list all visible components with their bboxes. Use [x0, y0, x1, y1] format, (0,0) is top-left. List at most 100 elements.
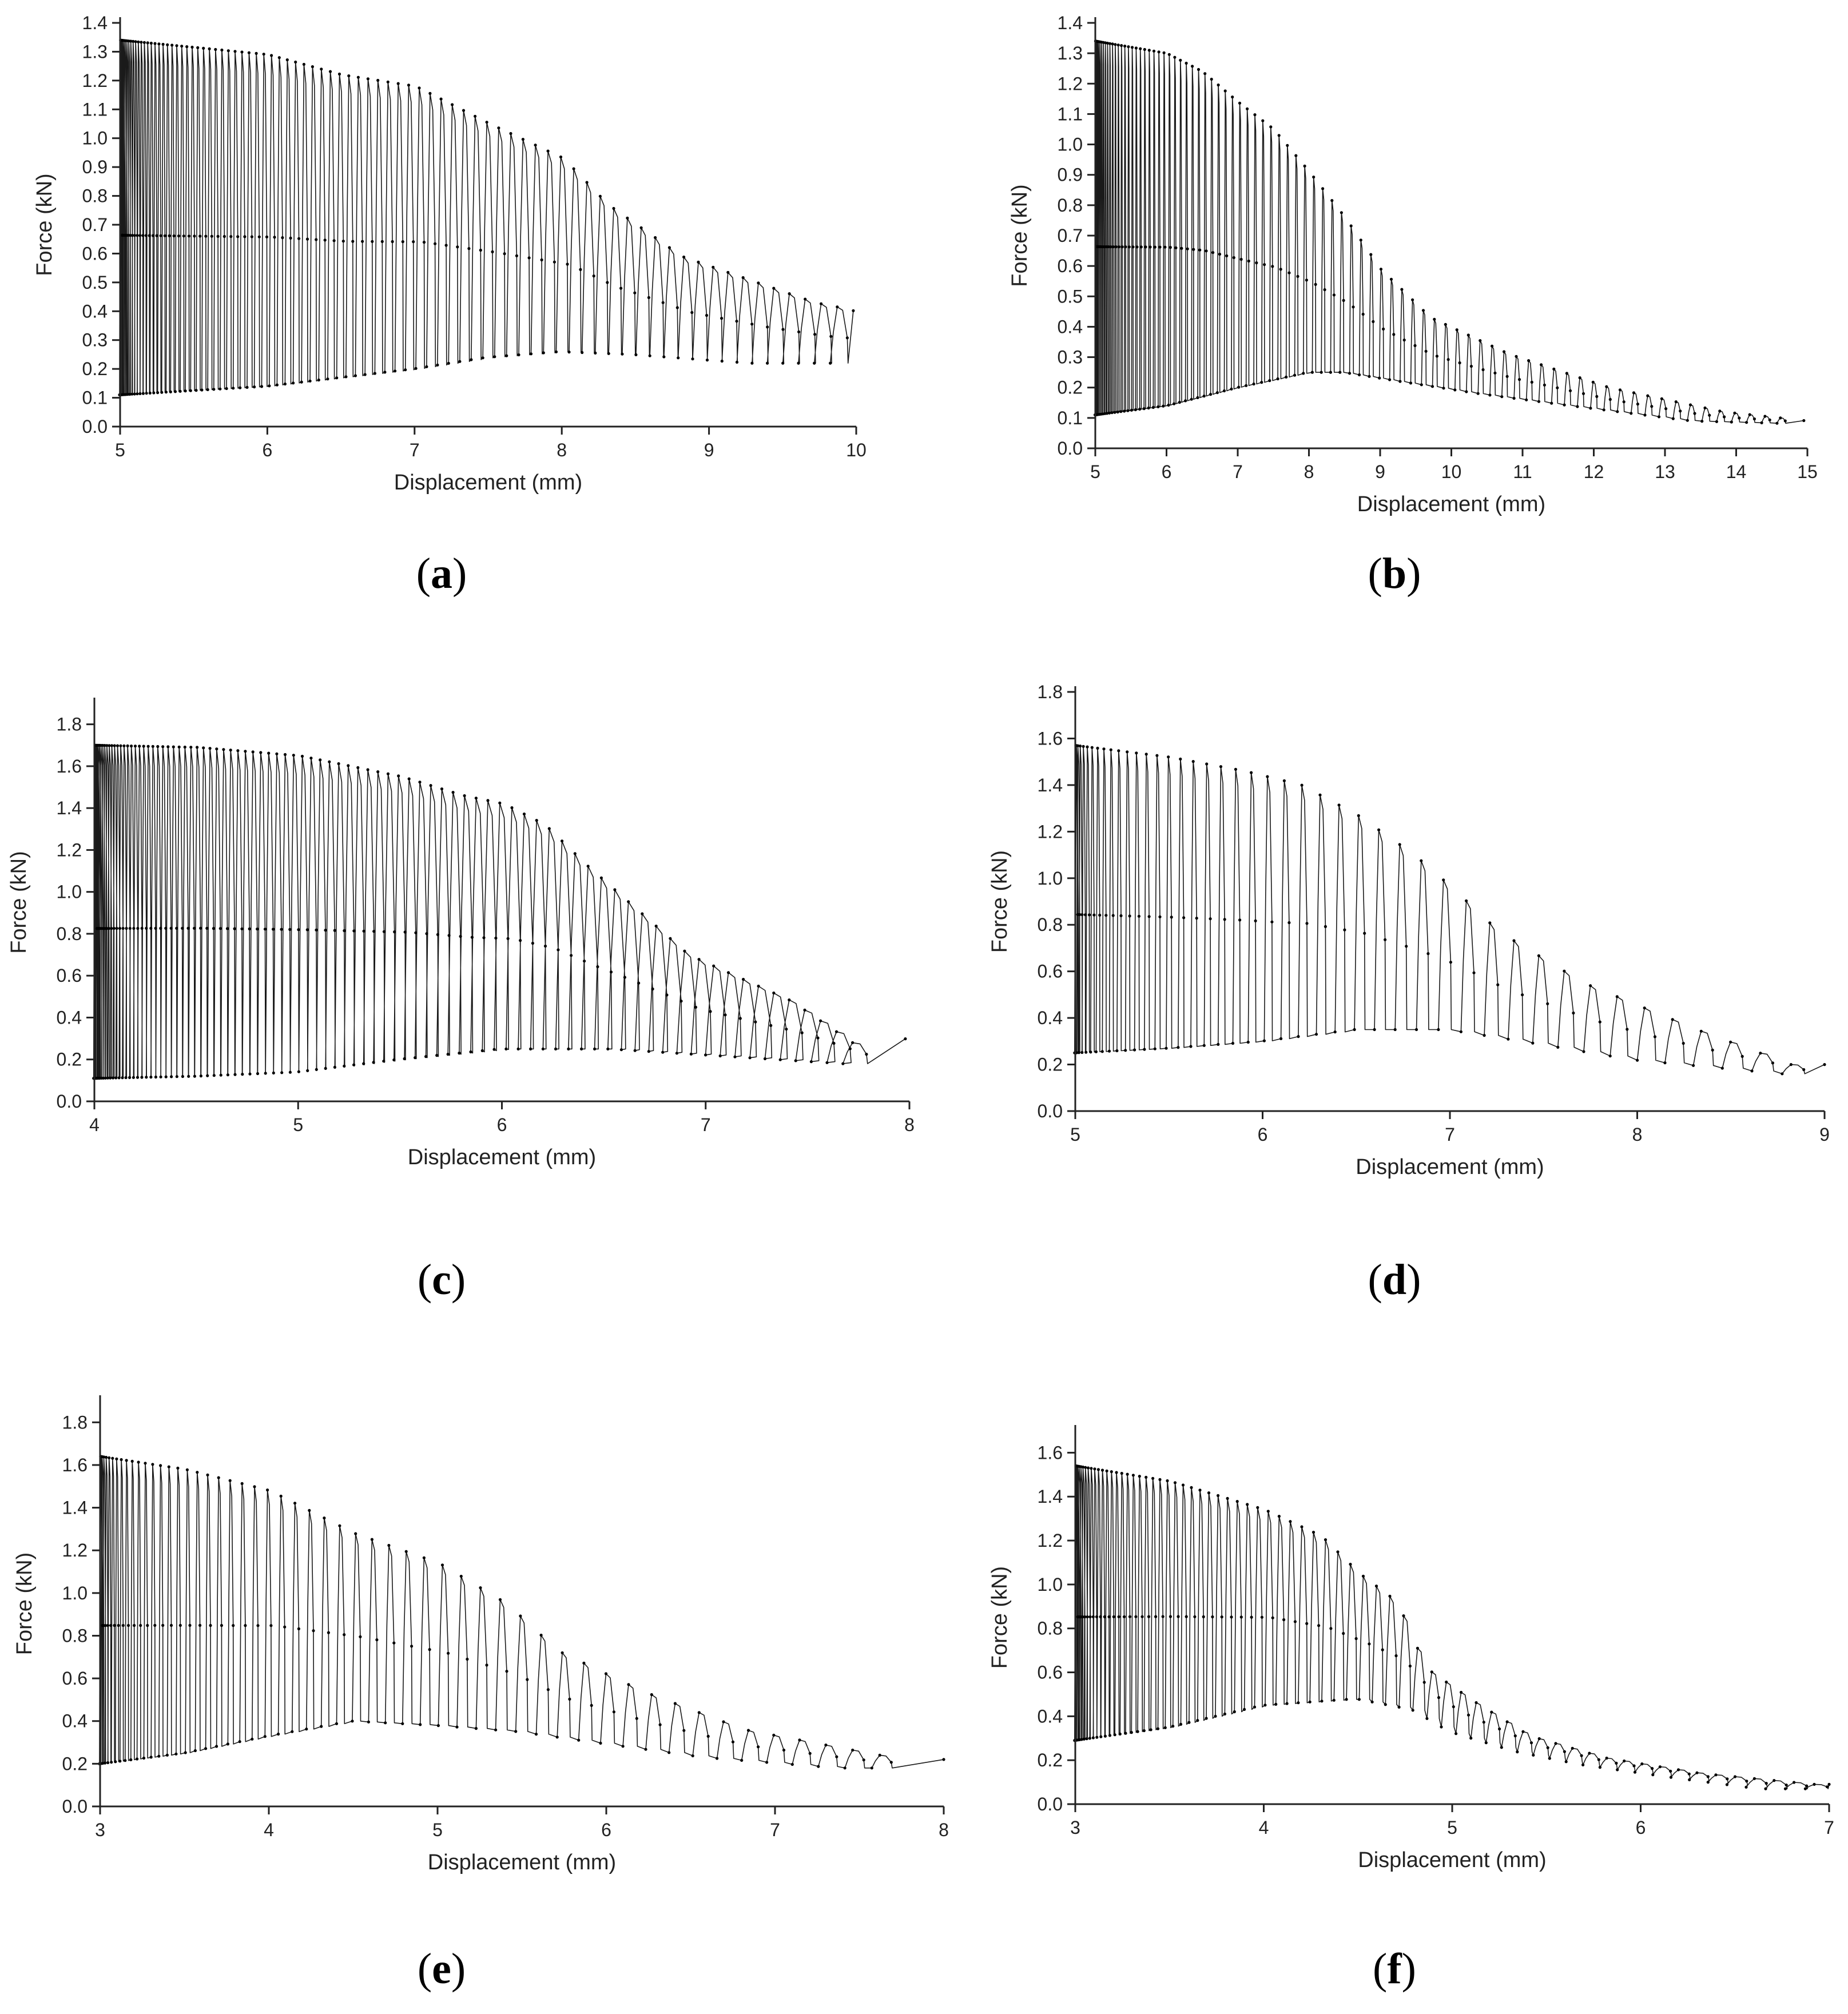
data-point [757, 281, 760, 285]
data-point [277, 56, 281, 59]
data-point [1348, 372, 1352, 375]
data-point [1089, 1050, 1092, 1054]
data-point [1398, 843, 1401, 846]
data-point [1143, 47, 1146, 51]
data-point [212, 927, 215, 930]
data-point [333, 929, 336, 932]
data-point [797, 330, 801, 334]
data-point [1650, 405, 1654, 408]
data-point [757, 984, 760, 988]
curve-markers [1093, 39, 1806, 425]
data-point [104, 1076, 107, 1080]
data-point [1358, 373, 1361, 377]
data-point [214, 47, 217, 51]
data-point [1669, 1769, 1672, 1773]
data-point [813, 333, 817, 336]
data-point [582, 1661, 586, 1665]
data-point [1773, 1779, 1776, 1782]
data-point [572, 167, 575, 170]
data-point [1491, 344, 1494, 348]
y-tick-label: 1.3 [82, 41, 108, 62]
data-point [1671, 417, 1675, 420]
data-point [648, 354, 651, 357]
data-point [1202, 1044, 1206, 1047]
data-point [323, 1517, 326, 1520]
data-point [1080, 913, 1084, 917]
x-tick-label: 10 [1441, 461, 1462, 482]
data-point [446, 1053, 450, 1056]
data-point [781, 328, 785, 331]
data-point [1726, 1777, 1729, 1781]
data-point [1357, 1698, 1361, 1701]
data-point [1277, 1515, 1281, 1518]
data-point [1252, 382, 1255, 386]
data-point [1729, 1040, 1732, 1044]
data-point [1405, 945, 1408, 948]
data-point [1115, 1049, 1119, 1053]
data-point [1226, 1496, 1229, 1500]
data-point [485, 1663, 488, 1667]
data-point [159, 1464, 162, 1467]
data-point [440, 787, 444, 791]
data-point [1472, 971, 1476, 974]
data-point [1632, 1764, 1636, 1768]
data-point [1191, 65, 1194, 68]
data-point [1190, 397, 1193, 401]
data-point [146, 1623, 149, 1627]
data-point [401, 240, 404, 244]
data-point [1245, 384, 1248, 387]
data-point [149, 926, 153, 930]
data-point [209, 1623, 212, 1627]
data-point [691, 1754, 694, 1758]
curve-markers [1073, 744, 1826, 1076]
data-point [404, 368, 407, 372]
data-point [1771, 1061, 1774, 1065]
data-point [1095, 1615, 1099, 1618]
data-point [772, 286, 776, 290]
data-point [480, 1049, 484, 1052]
data-point [170, 43, 174, 47]
data-point [133, 745, 137, 748]
data-point [1372, 320, 1375, 324]
data-point [236, 235, 240, 238]
data-point [139, 1623, 142, 1627]
data-point [1813, 1782, 1816, 1786]
data-point [1169, 246, 1172, 249]
data-point [233, 50, 237, 53]
x-axis-title: Displacement (mm) [1358, 1848, 1546, 1872]
y-tick-label: 1.4 [82, 13, 108, 33]
data-point [1333, 1030, 1337, 1034]
data-point [506, 937, 510, 940]
data-point [1153, 245, 1157, 249]
data-point [514, 1730, 518, 1733]
data-point [1246, 1040, 1250, 1044]
data-point [1515, 355, 1518, 358]
data-point [153, 1623, 157, 1627]
data-point [504, 1047, 508, 1050]
chart-panel-b: 5 6 7 8 9 10 11 12 13 14 15 0.0 0.1 0.2 0.3 0.4 0.5 0.6 0.… [924, 0, 1848, 606]
data-point [1582, 1050, 1585, 1053]
data-point [354, 1532, 357, 1535]
data-point [173, 390, 177, 393]
data-point [482, 936, 486, 940]
data-point [113, 1623, 116, 1627]
y-tick-label: 0.0 [62, 1796, 88, 1817]
data-point [137, 1460, 140, 1464]
x-tick-label: 7 [770, 1820, 780, 1840]
data-point [1122, 1615, 1126, 1618]
data-point [384, 1721, 387, 1725]
data-point [1317, 1624, 1321, 1627]
data-point [154, 926, 157, 930]
data-point [1250, 771, 1253, 774]
data-point [110, 1761, 113, 1764]
data-point [166, 745, 170, 749]
data-point [1286, 144, 1289, 147]
data-point [1738, 416, 1741, 420]
data-point [865, 1053, 868, 1056]
curve-markers [1073, 1464, 1831, 1790]
x-axis-title: Displacement (mm) [1356, 1155, 1544, 1179]
data-point [1237, 385, 1241, 389]
data-point [1453, 388, 1457, 392]
data-point [1597, 1758, 1600, 1761]
x-tick-label: 7 [1233, 461, 1243, 482]
